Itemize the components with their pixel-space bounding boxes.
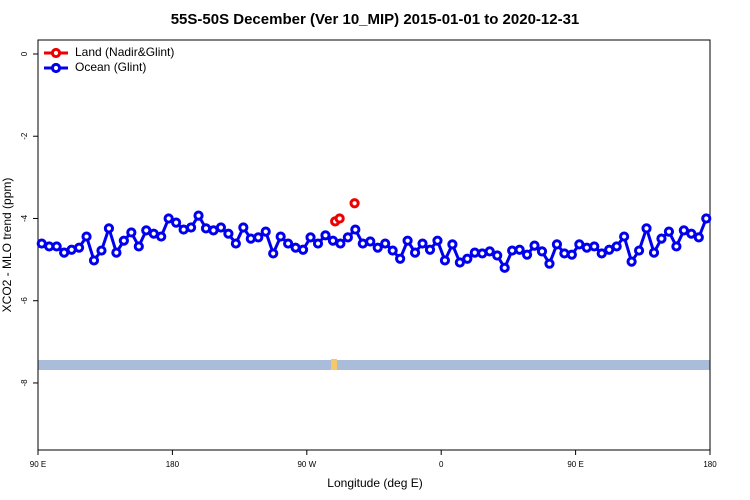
chart-title: 55S-50S December (Ver 10_MIP) 2015-01-01… <box>171 11 580 28</box>
point <box>656 233 667 244</box>
point <box>260 226 271 237</box>
point <box>492 250 503 261</box>
point <box>305 232 316 243</box>
point <box>372 242 383 253</box>
legend-marker <box>50 47 62 59</box>
point <box>693 232 704 243</box>
point <box>163 213 174 224</box>
point <box>349 198 360 209</box>
point <box>626 256 637 267</box>
point <box>701 213 712 224</box>
point <box>283 238 294 249</box>
point <box>275 231 286 242</box>
y-tick-label: -4 <box>20 214 29 222</box>
point <box>529 240 540 251</box>
point <box>118 235 129 246</box>
point <box>297 244 309 255</box>
point <box>671 241 682 252</box>
point <box>514 244 525 255</box>
point <box>596 248 607 259</box>
point <box>126 227 137 238</box>
point <box>611 241 622 252</box>
point <box>387 245 398 256</box>
point <box>499 262 510 273</box>
point <box>320 230 331 241</box>
point <box>51 241 62 252</box>
x-tick-label: 90 W <box>297 460 316 469</box>
x-tick-label: 180 <box>703 460 717 469</box>
land-patch <box>331 359 337 370</box>
point <box>521 249 533 260</box>
legend-label: Land (Nadir&Glint) <box>75 45 174 59</box>
point <box>536 246 548 257</box>
y-tick-label: -8 <box>20 379 29 387</box>
x-axis-label: Longitude (deg E) <box>327 476 422 490</box>
point <box>96 245 107 256</box>
x-tick-label: 90 E <box>30 460 46 469</box>
point <box>73 242 85 253</box>
x-tick-label: 0 <box>439 460 444 469</box>
legend-marker <box>50 62 62 74</box>
point <box>215 222 227 233</box>
point <box>103 223 115 234</box>
point <box>185 222 197 233</box>
point <box>133 241 144 252</box>
point <box>88 255 100 266</box>
point <box>253 232 264 243</box>
y-tick-label: -2 <box>20 132 29 140</box>
point <box>111 247 122 258</box>
point <box>380 238 391 249</box>
y-tick-label: 0 <box>20 51 29 56</box>
point <box>334 213 345 224</box>
point <box>686 228 697 239</box>
point <box>395 253 406 264</box>
point <box>454 257 465 268</box>
point <box>81 231 92 242</box>
point <box>551 239 563 250</box>
point <box>663 226 675 237</box>
point <box>402 235 413 246</box>
point <box>648 247 660 258</box>
point <box>641 223 652 234</box>
point <box>633 245 645 256</box>
point <box>350 224 361 235</box>
point <box>156 231 167 242</box>
point <box>365 236 376 247</box>
point <box>268 248 279 259</box>
point <box>566 249 577 260</box>
point <box>439 255 451 266</box>
point <box>544 258 555 269</box>
point <box>462 253 473 264</box>
point <box>230 238 241 249</box>
point <box>193 210 204 221</box>
point <box>432 235 443 246</box>
x-tick-label: 90 E <box>567 460 583 469</box>
point <box>238 222 249 233</box>
point <box>335 238 346 249</box>
y-tick-label: -6 <box>20 297 29 305</box>
y-axis-label: XCO2 - MLO trend (ppm) <box>0 178 14 313</box>
point <box>342 232 353 243</box>
point <box>619 231 630 242</box>
point <box>312 238 324 249</box>
point <box>424 244 436 255</box>
point <box>484 246 495 257</box>
point <box>589 241 600 252</box>
point <box>223 228 234 239</box>
land-band <box>38 360 710 370</box>
point <box>171 217 182 228</box>
legend-label: Ocean (Glint) <box>75 60 146 74</box>
point <box>417 238 428 249</box>
x-tick-label: 180 <box>166 460 180 469</box>
point <box>409 247 421 258</box>
point <box>447 239 458 250</box>
